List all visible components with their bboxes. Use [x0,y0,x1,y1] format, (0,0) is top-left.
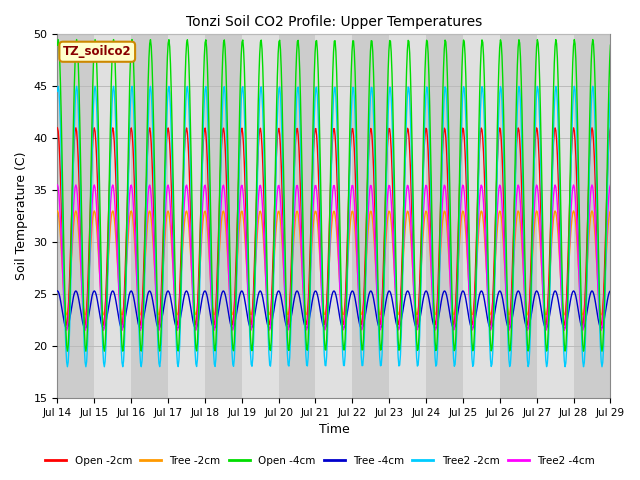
Text: TZ_soilco2: TZ_soilco2 [63,45,132,58]
Bar [205,35,242,398]
Bar [58,35,94,398]
Bar [353,35,389,398]
Bar [573,35,611,398]
Y-axis label: Soil Temperature (C): Soil Temperature (C) [15,152,28,280]
Title: Tonzi Soil CO2 Profile: Upper Temperatures: Tonzi Soil CO2 Profile: Upper Temperatur… [186,15,482,29]
Legend: Open -2cm, Tree -2cm, Open -4cm, Tree -4cm, Tree2 -2cm, Tree2 -4cm: Open -2cm, Tree -2cm, Open -4cm, Tree -4… [41,452,599,470]
Bar [426,35,463,398]
Bar [131,35,168,398]
X-axis label: Time: Time [319,423,349,436]
Bar [500,35,537,398]
Bar [278,35,316,398]
